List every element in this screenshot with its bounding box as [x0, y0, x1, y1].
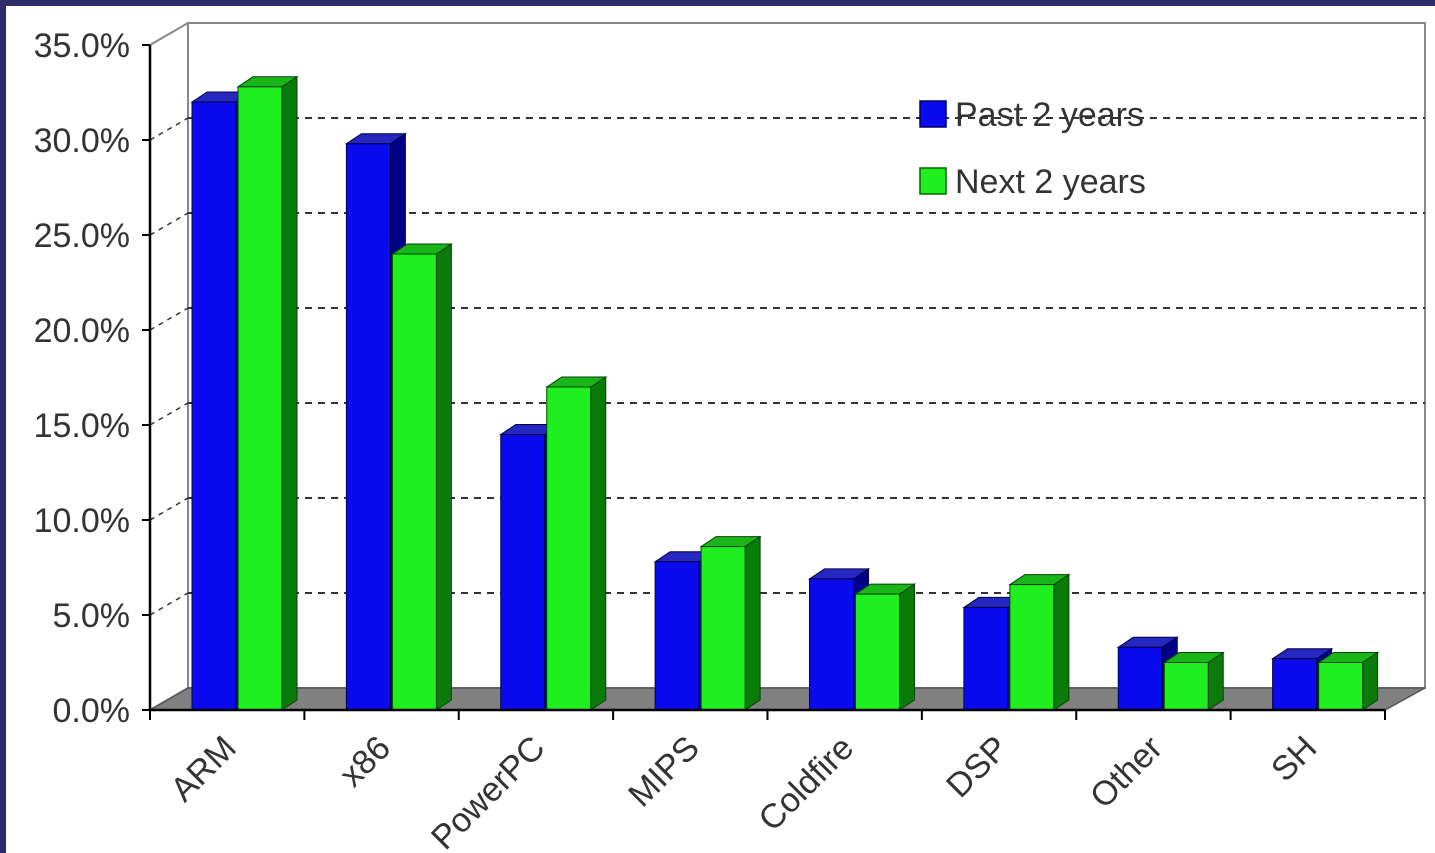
y-tick-label: 35.0% — [34, 27, 130, 65]
bar-next-arm — [236, 75, 299, 711]
chart-frame: 0.0% 5.0% 10.0% 15.0% 20.0% 25.0% 30.0% 35.0% AR… — [6, 6, 1435, 853]
x-tick-label: ARM — [163, 729, 243, 809]
y-tick-label: 5.0% — [53, 597, 131, 635]
side-wall — [149, 21, 189, 712]
bar-front — [654, 561, 700, 711]
bar-next-sh — [1316, 651, 1380, 711]
x-tick-label: Other — [1083, 729, 1170, 816]
x-tick-label: PowerPC — [424, 729, 552, 853]
bar-front — [391, 253, 437, 711]
bar-next-coldfire — [853, 583, 917, 711]
bar-front — [1163, 662, 1209, 711]
bar-front — [1009, 584, 1055, 711]
gridline-side — [149, 402, 189, 426]
gridline-side — [149, 117, 189, 141]
bar-past-arm — [190, 91, 253, 711]
bar-front — [963, 606, 1009, 711]
gridline-side — [149, 592, 189, 616]
y-tick-label: 20.0% — [34, 312, 130, 350]
bar-next-x86 — [390, 243, 454, 711]
gridline-side — [149, 212, 189, 236]
x-tick-label: DSP — [939, 729, 1015, 805]
bar-next-dsp — [1008, 573, 1071, 711]
bar-front — [237, 86, 283, 711]
bar-side — [435, 243, 452, 711]
y-tick-label: 10.0% — [34, 502, 130, 540]
chart-floor — [147, 687, 1426, 711]
legend-label-next: Next 2 years — [955, 163, 1146, 201]
bar-side — [590, 376, 607, 711]
bar-front — [345, 143, 391, 711]
x-tick-label: SH — [1264, 729, 1324, 789]
bar-side — [899, 583, 915, 711]
bar-side — [281, 75, 298, 711]
bar-front — [855, 593, 900, 711]
x-tick-label: MIPS — [621, 729, 707, 815]
bar-next-mips — [699, 535, 762, 711]
bar-front — [1272, 658, 1318, 711]
bar-side — [744, 535, 761, 711]
x-tick-label: Coldfire — [751, 729, 861, 839]
legend-swatch-next — [919, 167, 947, 195]
bar-front — [1318, 662, 1364, 711]
legend: Past 2 years Next 2 years — [919, 96, 1146, 201]
bar-front — [191, 101, 237, 711]
gridline-side — [149, 497, 189, 521]
legend-label-past: Past 2 years — [955, 96, 1144, 134]
bar-chart: 0.0% 5.0% 10.0% 15.0% 20.0% 25.0% 30.0% 35.0% AR… — [34, 21, 1426, 853]
y-tick-label: 15.0% — [34, 407, 130, 445]
bar-next-other — [1162, 651, 1225, 711]
bar-front — [546, 386, 592, 711]
bar-next-powerpc — [545, 376, 608, 711]
gridline-side — [149, 307, 189, 331]
bar-front — [700, 546, 746, 711]
y-tick-label: 30.0% — [34, 122, 130, 160]
bar-side — [1053, 573, 1070, 711]
y-tick-label: 25.0% — [34, 217, 130, 255]
legend-swatch-past — [919, 100, 947, 128]
bar-front — [500, 434, 546, 711]
y-tick-label: 0.0% — [53, 692, 131, 730]
bar-front — [1117, 646, 1163, 711]
bar-front — [809, 578, 854, 711]
x-tick-label: x86 — [332, 729, 398, 795]
